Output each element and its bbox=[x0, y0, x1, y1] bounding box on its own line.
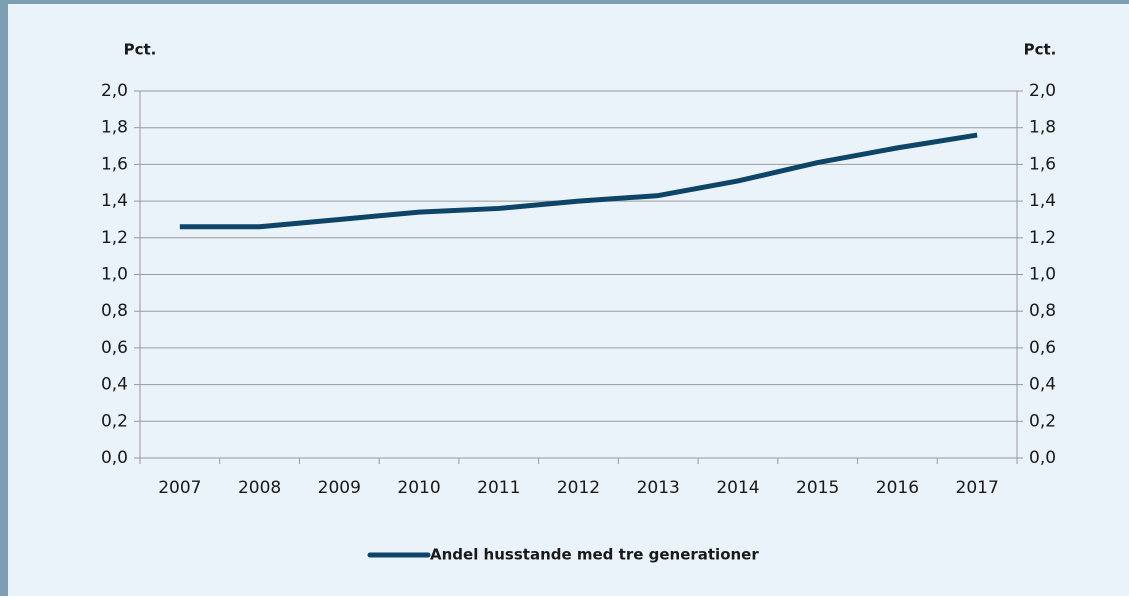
y-axis-label: Pct. bbox=[124, 41, 157, 59]
y-tick-label: 0,0 bbox=[101, 448, 128, 468]
x-tick-label: 2016 bbox=[876, 478, 919, 498]
x-tick-label: 2014 bbox=[716, 478, 759, 498]
y-tick-label: 0,6 bbox=[101, 338, 128, 358]
y2-tick-label: 0,2 bbox=[1029, 411, 1056, 431]
y-tick-label: 1,2 bbox=[101, 228, 128, 248]
y-tick-label: 0,4 bbox=[101, 375, 128, 395]
y2-tick-label: 0,6 bbox=[1029, 338, 1056, 358]
y-tick-label: 1,6 bbox=[101, 154, 128, 174]
legend-label: Andel husstande med tre generationer bbox=[430, 546, 759, 564]
y2-tick-label: 0,8 bbox=[1029, 301, 1056, 321]
y2-tick-label: 1,6 bbox=[1029, 154, 1056, 174]
y2-tick-label: 0,0 bbox=[1029, 448, 1056, 468]
chart: Pct. Pct. 0,0 0,2 0,4 0,6 0,8 1,0 1,2 1,4 1,6 1,8… bbox=[101, 41, 1057, 564]
x-tick-label: 2008 bbox=[238, 478, 281, 498]
y-tick-label: 1,8 bbox=[101, 118, 128, 138]
x-tick-label: 2017 bbox=[956, 478, 999, 498]
y2-tick-label: 0,4 bbox=[1029, 375, 1056, 395]
y2-tick-label: 1,2 bbox=[1029, 228, 1056, 248]
x-tick-label: 2013 bbox=[637, 478, 680, 498]
x-tick-label: 2012 bbox=[557, 478, 600, 498]
x-tick-label: 2009 bbox=[318, 478, 361, 498]
y-tick-label: 1,0 bbox=[101, 265, 128, 285]
y2-tick-label: 1,8 bbox=[1029, 118, 1056, 138]
y-tick-label: 1,4 bbox=[101, 191, 128, 211]
y2-tick-label: 2,0 bbox=[1029, 81, 1056, 101]
y-tick-label: 2,0 bbox=[101, 81, 128, 101]
series-line bbox=[179, 132, 978, 230]
x-tick-label: 2010 bbox=[397, 478, 440, 498]
x-tick-label: 2015 bbox=[796, 478, 839, 498]
x-tick-label: 2011 bbox=[477, 478, 520, 498]
x-tick-label: 2007 bbox=[158, 478, 201, 498]
y-tick-label: 0,2 bbox=[101, 411, 128, 431]
y2-axis-label: Pct. bbox=[1024, 41, 1057, 59]
y2-tick-label: 1,4 bbox=[1029, 191, 1056, 211]
y2-tick-label: 1,0 bbox=[1029, 265, 1056, 285]
y-tick-label: 0,8 bbox=[101, 301, 128, 321]
